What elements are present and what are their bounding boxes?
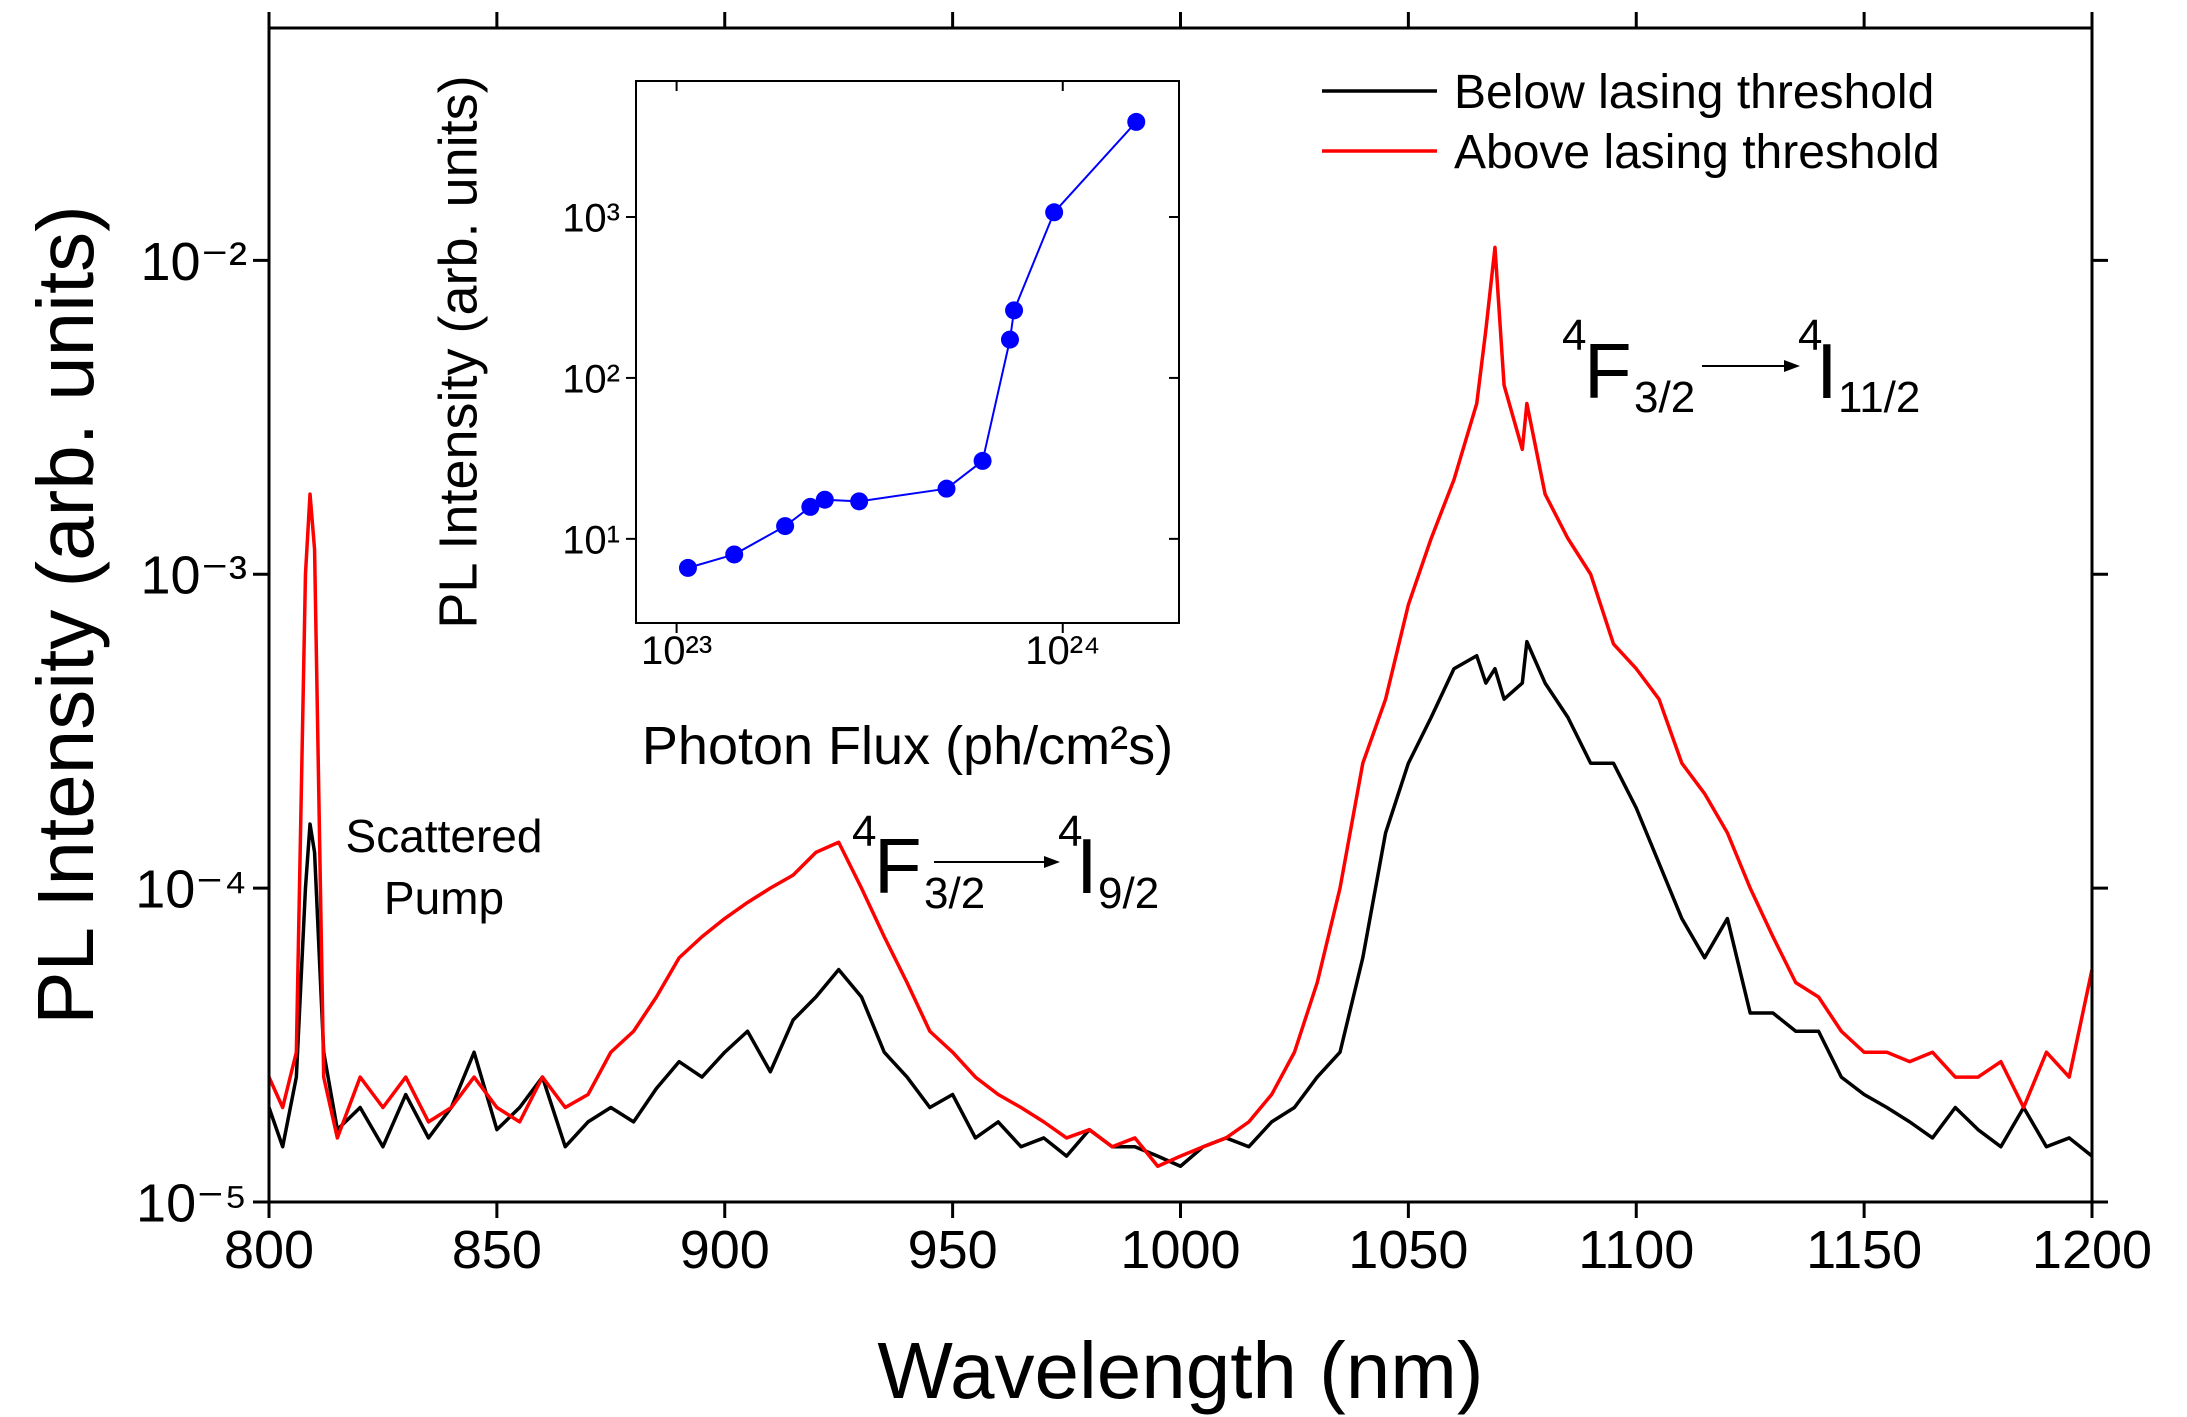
- arrow-head: [1784, 360, 1800, 372]
- y-tick-label: 10⁻³: [140, 546, 247, 606]
- y-tick-label: 10⁻⁴: [135, 860, 247, 920]
- annotation-text: 4: [1798, 311, 1822, 360]
- annotation-text: 9/2: [1098, 869, 1159, 918]
- data-point: [937, 479, 956, 498]
- annotation-text: 4: [852, 807, 876, 856]
- annotation-text: Pump: [384, 872, 504, 924]
- data-point: [678, 558, 697, 577]
- data-point: [1000, 330, 1019, 349]
- y-tick-label: 10⁻⁵: [136, 1173, 247, 1233]
- data-point: [850, 492, 869, 511]
- x-tick-label: 10²⁴: [1025, 629, 1100, 673]
- y-axis-title: PL Intensity (arb. units): [428, 75, 488, 628]
- data-point: [1005, 301, 1024, 320]
- y-axis-title: PL Intensity (arb. units): [21, 205, 110, 1025]
- annotation-text: F: [1584, 327, 1632, 415]
- annotations: Scattered Pump 4 F 3/2 4 I 9/2 4 F 3/2 4…: [346, 311, 1921, 924]
- annotation-text: 3/2: [924, 869, 985, 918]
- x-tick-label: 850: [452, 1220, 542, 1280]
- arrow-head: [1044, 856, 1060, 868]
- series-line: [267, 245, 2094, 1168]
- inset-plot: 10²³ 10²⁴ 10¹ 10² 10³ Photon Flux (ph/cm²s) PL…: [428, 75, 1180, 776]
- x-tick-label: 10²³: [641, 629, 712, 673]
- x-tick-label: 800: [224, 1220, 314, 1280]
- annotation-text: Scattered: [346, 810, 543, 862]
- data-point: [1045, 203, 1064, 222]
- data-point: [1127, 112, 1146, 131]
- legend: Below lasing threshold Above lasing thres…: [1322, 66, 1940, 179]
- annotation-text: 4: [1058, 807, 1082, 856]
- x-tick-label: 1050: [1348, 1220, 1468, 1280]
- data-point: [776, 517, 795, 536]
- legend-label: Below lasing threshold: [1454, 66, 1934, 119]
- x-tick-label: 1000: [1120, 1220, 1240, 1280]
- annotation-text: 11/2: [1838, 373, 1920, 422]
- x-axis-title: Wavelength (nm): [877, 1326, 1483, 1415]
- annotation-text: I: [1816, 327, 1838, 415]
- x-tick-label: 1200: [2032, 1220, 2152, 1280]
- plot-frame: [635, 80, 1180, 624]
- annotation-text: 4: [1562, 311, 1586, 360]
- x-tick-label: 900: [680, 1220, 770, 1280]
- y-tick-label: 10³: [562, 196, 620, 240]
- data-point: [801, 497, 820, 516]
- x-tick-label: 950: [908, 1220, 998, 1280]
- data-point: [815, 490, 834, 509]
- annotation-text: 3/2: [1634, 373, 1695, 422]
- main-plot: 800 850 900 950 1000 1050 1100 1150 1200 10⁻⁵ 10⁻⁴…: [21, 12, 2152, 1415]
- plot-frame: [267, 26, 2094, 1204]
- x-tick-label: 1100: [1578, 1220, 1694, 1280]
- x-axis-title: Photon Flux (ph/cm²s): [642, 716, 1173, 776]
- legend-label: Above lasing threshold: [1454, 126, 1940, 179]
- y-tick-label: 10⁻²: [140, 232, 247, 292]
- inset-background: [636, 81, 1179, 623]
- series-line: [267, 639, 2094, 1168]
- x-tick-label: 1150: [1806, 1220, 1922, 1280]
- y-tick-label: 10²: [562, 357, 620, 401]
- data-point: [973, 451, 992, 470]
- series-line: [687, 121, 1137, 569]
- data-point: [725, 545, 744, 564]
- y-tick-label: 10¹: [562, 518, 620, 562]
- annotation-text: I: [1076, 822, 1098, 910]
- annotation-text: F: [874, 822, 922, 910]
